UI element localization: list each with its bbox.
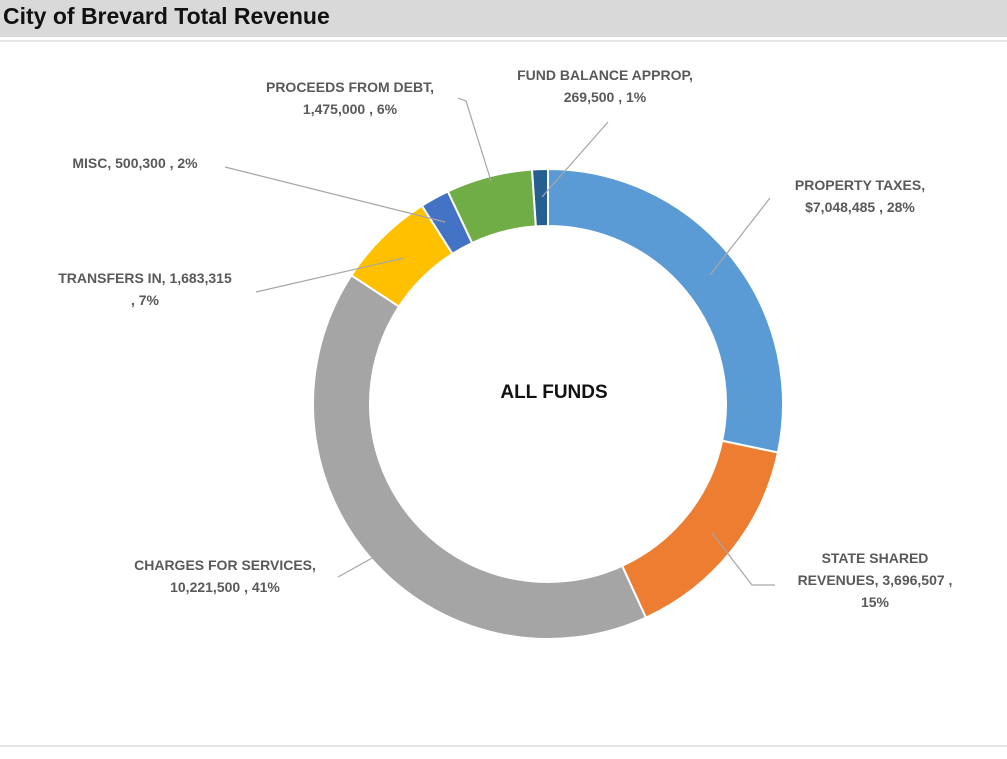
data-label: FUND BALANCE APPROP, 269,500 , 1%	[517, 67, 693, 105]
data-label: TRANSFERS IN, 1,683,315 , 7%	[58, 270, 232, 308]
data-label-line: PROCEEDS FROM DEBT,	[266, 79, 434, 95]
data-label: PROPERTY TAXES, $7,048,485 , 28%	[795, 177, 925, 215]
chart-title: City of Brevard Total Revenue	[3, 3, 330, 29]
chart-leader-lines	[224, 97, 775, 586]
slice-fund-balance-approp	[530, 167, 549, 228]
data-label-line: 1,475,000 , 6%	[303, 101, 398, 117]
center-label: ALL FUNDS	[500, 382, 607, 403]
data-label: MISC, 500,300 , 2%	[72, 155, 198, 171]
data-label-line: REVENUES, 3,696,507 ,	[798, 572, 953, 588]
data-label-line: STATE SHARED	[822, 550, 929, 566]
data-label-line: , 7%	[131, 292, 160, 308]
chart-labels: PROPERTY TAXES, $7,048,485 , 28% STATE SHA…	[58, 67, 952, 610]
data-label-line: MISC, 500,300 , 2%	[72, 155, 198, 171]
leader-line	[224, 166, 446, 223]
data-label: PROCEEDS FROM DEBT, 1,475,000 , 6%	[266, 79, 434, 117]
bottom-divider	[0, 745, 1007, 747]
data-label-line: 269,500 , 1%	[564, 89, 647, 105]
leader-line	[255, 257, 405, 293]
leader-line	[711, 532, 775, 586]
data-label-line: PROPERTY TAXES,	[795, 177, 925, 193]
data-label-line: $7,048,485 , 28%	[805, 199, 915, 215]
data-label-line: 15%	[861, 594, 890, 610]
data-label-line: TRANSFERS IN, 1,683,315	[58, 270, 232, 286]
chart-title-bar: City of Brevard Total Revenue	[0, 0, 1007, 37]
leader-line	[457, 97, 492, 182]
data-label-line: CHARGES FOR SERVICES,	[134, 557, 316, 573]
slice-charges-for-services	[312, 273, 648, 640]
chart-slices	[312, 167, 784, 640]
leader-line	[337, 556, 375, 578]
data-label: CHARGES FOR SERVICES, 10,221,500 , 41%	[134, 557, 316, 595]
slice-state-shared-revenues	[620, 439, 780, 619]
leader-line	[541, 121, 609, 198]
top-divider	[0, 40, 1007, 42]
slice-property-taxes	[547, 167, 784, 454]
data-label-line: 10,221,500 , 41%	[170, 579, 280, 595]
data-label: STATE SHARED REVENUES, 3,696,507 , 15%	[798, 550, 953, 610]
data-label-line: FUND BALANCE APPROP,	[517, 67, 693, 83]
leader-line	[709, 197, 771, 276]
